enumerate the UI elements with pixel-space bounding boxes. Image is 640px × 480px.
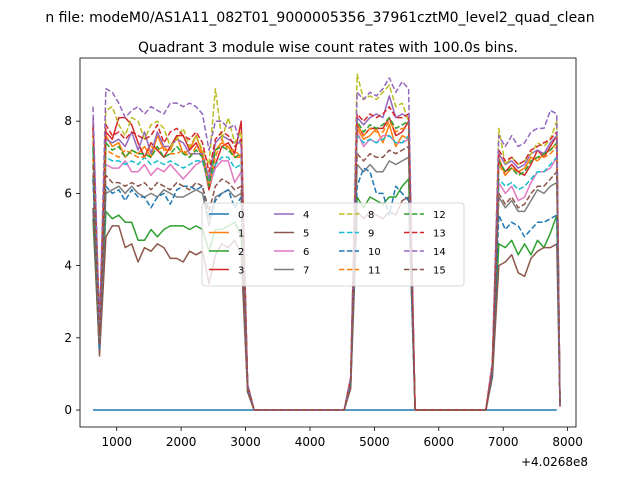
suptitle: n file: modeM0/AS1A11_082T01_9000005356_… — [45, 10, 594, 26]
x-tick-label: 4000 — [295, 435, 326, 449]
legend-label-3: 3 — [238, 266, 244, 277]
x-axis: 1000 2000 3000 4000 5000 6000 7000 8000 — [101, 427, 583, 449]
x-tick-label: 3000 — [230, 435, 261, 449]
x-tick-label: 6000 — [424, 435, 455, 449]
legend-label-11: 11 — [368, 266, 381, 277]
axes-frame — [79, 57, 577, 428]
legend-label-12: 12 — [433, 210, 446, 221]
legend-label-14: 14 — [433, 247, 446, 258]
x-offset-label: +4.0268e8 — [521, 455, 588, 469]
legend-label-0: 0 — [238, 210, 244, 221]
x-tick-label: 1000 — [101, 435, 132, 449]
legend-box — [201, 202, 465, 287]
legend-label-15: 15 — [433, 266, 446, 277]
legend-label-4: 4 — [303, 210, 309, 221]
y-tick-label: 8 — [64, 114, 72, 128]
legend-label-6: 6 — [303, 247, 309, 258]
x-tick-label: 7000 — [488, 435, 519, 449]
series-lines — [92, 73, 561, 411]
y-tick-label: 0 — [64, 403, 72, 417]
y-tick-label: 4 — [64, 259, 72, 273]
x-tick-label: 8000 — [552, 435, 583, 449]
legend-label-10: 10 — [368, 247, 381, 258]
x-tick-label: 5000 — [359, 435, 390, 449]
x-tick-label: 2000 — [166, 435, 197, 449]
legend-label-7: 7 — [303, 266, 309, 277]
series-line-15 — [92, 145, 561, 411]
legend-label-13: 13 — [433, 229, 446, 240]
y-axis: 0 2 4 6 8 — [64, 114, 80, 417]
y-tick-label: 2 — [64, 331, 72, 345]
legend-label-9: 9 — [368, 229, 374, 240]
chart-title: Quadrant 3 module wise count rates with … — [138, 40, 518, 56]
legend-label-8: 8 — [368, 210, 374, 221]
legend-label-2: 2 — [238, 247, 244, 258]
y-tick-label: 6 — [64, 186, 72, 200]
legend-label-5: 5 — [303, 229, 309, 240]
legend-label-1: 1 — [238, 229, 244, 240]
